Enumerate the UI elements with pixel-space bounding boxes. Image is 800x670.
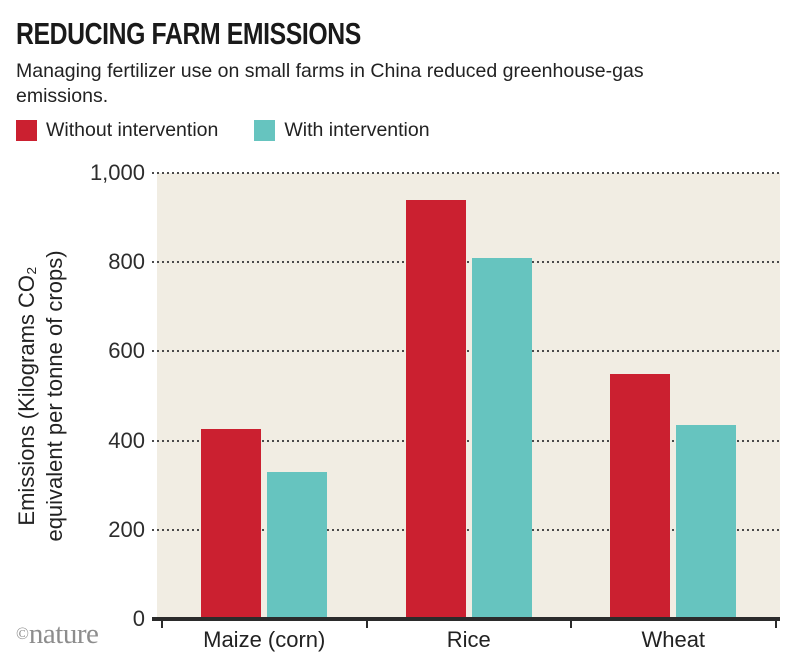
bar-maize-corn-with-intervention: [267, 471, 328, 619]
y-tick-label-400: 400: [108, 427, 145, 453]
y-axis-title-line1: Emissions (Kilograms CO₂: [14, 266, 39, 526]
gridline-600: [152, 350, 780, 353]
page-title: REDUCING FARM EMISSIONS: [16, 16, 447, 52]
legend-swatch-with-intervention: [254, 120, 276, 141]
y-axis-title-line2: equivalent per tonne of crops): [42, 250, 67, 542]
gridlines-layer: [152, 172, 780, 619]
bars-layer: [157, 173, 780, 619]
y-tick-label-1000: 1,000: [89, 160, 145, 185]
nature-logo: ©nature: [16, 618, 99, 651]
x-axis-category-labels: Maize (corn) Rice Wheat: [157, 627, 780, 657]
y-axis-title: Emissions (Kilograms CO₂ equivalent per …: [13, 250, 69, 541]
chart-legend: Without intervention With intervention: [16, 119, 430, 142]
y-tick-label-600: 600: [108, 338, 145, 364]
y-tick-label-200: 200: [108, 516, 145, 542]
bar-rice-with-intervention: [471, 257, 532, 619]
page-title-text: REDUCING FARM EMISSIONS: [16, 16, 361, 51]
bar-wheat-without-intervention: [610, 373, 671, 619]
gridline-400: [152, 439, 780, 442]
x-axis-line: [152, 617, 780, 621]
bar-maize-corn-without-intervention: [201, 429, 262, 619]
x-axis-tick-1: [365, 621, 368, 628]
bar-rice-without-intervention: [405, 199, 466, 619]
y-axis-tick-labels: 0 200 400 600 800 1,000: [0, 160, 145, 631]
x-axis-tick-0: [161, 621, 163, 628]
legend-label: With intervention: [284, 119, 430, 141]
brand-name: nature: [28, 618, 99, 650]
y-tick-label-800: 800: [108, 249, 145, 275]
legend-item-with-intervention: With intervention: [254, 119, 430, 142]
y-tick-label-0: 0: [132, 606, 145, 631]
legend-swatch-without-intervention: [16, 120, 37, 141]
bar-wheat-with-intervention: [676, 424, 737, 619]
copyright-icon: ©: [16, 624, 29, 643]
x-category-label-wheat: Wheat: [641, 627, 706, 652]
x-category-label-maize-corn: Maize (corn): [203, 627, 326, 652]
chart-subtitle: Managing fertilizer use on small farms i…: [16, 60, 644, 108]
gridline-200: [152, 528, 780, 531]
gridline-1000: [152, 172, 780, 174]
x-axis-tick-2: [570, 621, 572, 628]
x-axis-tick-3: [774, 621, 777, 628]
legend-item-without-intervention: Without intervention: [16, 119, 218, 142]
gridline-800: [152, 261, 780, 264]
x-category-label-rice: Rice: [446, 627, 491, 652]
legend-label: Without intervention: [46, 119, 219, 141]
